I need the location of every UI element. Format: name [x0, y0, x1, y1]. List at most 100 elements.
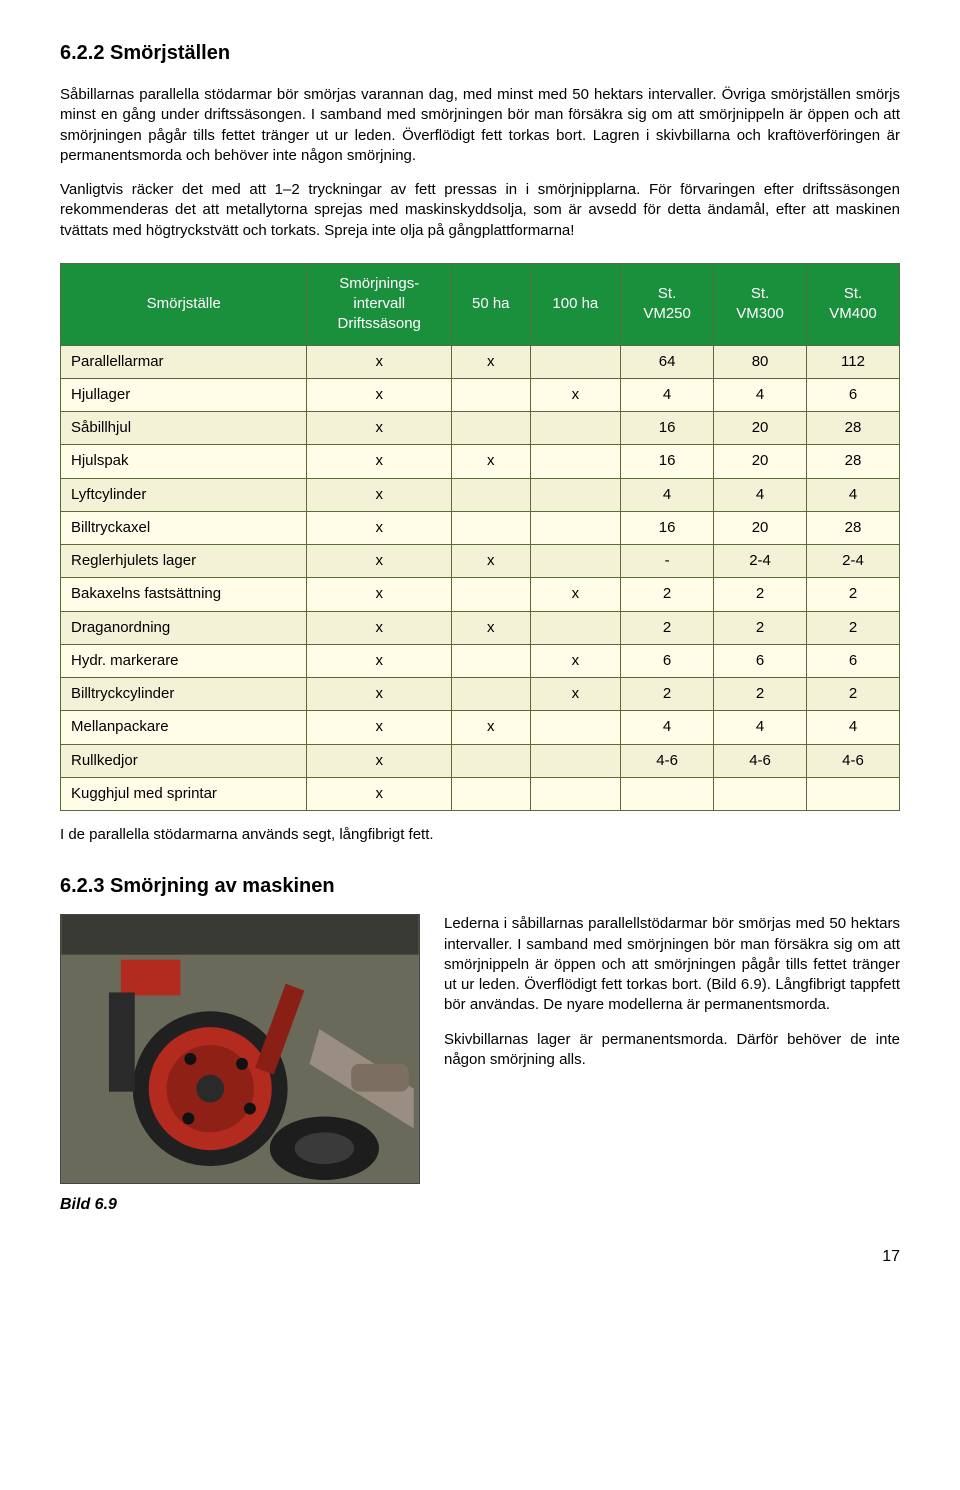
- table-cell: -: [621, 545, 714, 578]
- table-row: Hjulspakxx162028: [61, 445, 900, 478]
- table-cell: [451, 578, 530, 611]
- table-cell: 6: [807, 378, 900, 411]
- page-number: 17: [60, 1246, 900, 1268]
- table-cell: Kugghjul med sprintar: [61, 777, 307, 810]
- table-row: Lyftcylinderx444: [61, 478, 900, 511]
- table-cell: Parallellarmar: [61, 345, 307, 378]
- table-cell: 4: [807, 478, 900, 511]
- table-cell: 4: [807, 711, 900, 744]
- table-cell: x: [530, 378, 621, 411]
- th-50ha: 50 ha: [451, 263, 530, 345]
- th-interval: Smörjnings- intervall Driftssäsong: [307, 263, 452, 345]
- table-cell: [807, 777, 900, 810]
- table-row: Kugghjul med sprintarx: [61, 777, 900, 810]
- table-cell: x: [307, 578, 452, 611]
- table-row: Bakaxelns fastsättningxx222: [61, 578, 900, 611]
- table-cell: [451, 511, 530, 544]
- table-cell: Såbillhjul: [61, 412, 307, 445]
- table-cell: x: [307, 545, 452, 578]
- table-cell: x: [307, 412, 452, 445]
- table-cell: [714, 777, 807, 810]
- table-cell: [530, 511, 621, 544]
- table-cell: 2: [714, 611, 807, 644]
- table-cell: [530, 611, 621, 644]
- table-cell: 2: [621, 611, 714, 644]
- table-cell: x: [307, 511, 452, 544]
- table-cell: [451, 644, 530, 677]
- table-cell: [451, 678, 530, 711]
- th-vm250: St. VM250: [621, 263, 714, 345]
- table-cell: x: [307, 644, 452, 677]
- subsection-heading: 6.2.3 Smörjning av maskinen: [60, 873, 900, 900]
- table-cell: x: [530, 678, 621, 711]
- table-cell: x: [307, 445, 452, 478]
- table-cell: 20: [714, 445, 807, 478]
- table-footnote: I de parallella stödarmarna används segt…: [60, 825, 900, 845]
- table-cell: 2: [714, 678, 807, 711]
- table-row: Draganordningxx222: [61, 611, 900, 644]
- table-cell: [530, 478, 621, 511]
- table-cell: 20: [714, 412, 807, 445]
- table-cell: x: [307, 478, 452, 511]
- table-cell: [451, 412, 530, 445]
- intro-paragraph-1: Såbillarnas parallella stödarmar bör smö…: [60, 85, 900, 166]
- table-cell: 2: [807, 578, 900, 611]
- table-cell: [530, 445, 621, 478]
- table-cell: 16: [621, 511, 714, 544]
- table-cell: Rullkedjor: [61, 744, 307, 777]
- intro-paragraph-2: Vanligtvis räcker det med att 1–2 tryckn…: [60, 180, 900, 241]
- table-cell: x: [307, 678, 452, 711]
- table-cell: 6: [807, 644, 900, 677]
- section-heading: 6.2.2 Smörjställen: [60, 40, 900, 67]
- table-cell: [530, 545, 621, 578]
- table-cell: 4-6: [714, 744, 807, 777]
- th-100ha: 100 ha: [530, 263, 621, 345]
- table-row: Parallellarmarxx6480112: [61, 345, 900, 378]
- table-cell: 4: [621, 378, 714, 411]
- table-row: Billtryckcylinderxx222: [61, 678, 900, 711]
- table-cell: 16: [621, 445, 714, 478]
- table-cell: [451, 777, 530, 810]
- table-cell: Mellanpackare: [61, 711, 307, 744]
- table-cell: Draganordning: [61, 611, 307, 644]
- table-cell: x: [307, 777, 452, 810]
- figure-caption: Bild 6.9: [60, 1194, 420, 1216]
- table-row: Billtryckaxelx162028: [61, 511, 900, 544]
- table-cell: x: [530, 578, 621, 611]
- machine-photo: [60, 914, 420, 1184]
- table-cell: 4: [714, 478, 807, 511]
- table-cell: 20: [714, 511, 807, 544]
- subsection-paragraph-2: Skivbillarnas lager är permanentsmorda. …: [444, 1030, 900, 1071]
- table-cell: 2: [621, 678, 714, 711]
- table-cell: 16: [621, 412, 714, 445]
- subsection-paragraph-1: Lederna i såbillarnas parallellstödarmar…: [444, 914, 900, 1015]
- table-cell: [530, 777, 621, 810]
- table-row: Hjullagerxx446: [61, 378, 900, 411]
- table-cell: [451, 744, 530, 777]
- table-cell: 28: [807, 511, 900, 544]
- table-cell: 28: [807, 445, 900, 478]
- table-cell: 6: [621, 644, 714, 677]
- table-cell: x: [451, 345, 530, 378]
- table-cell: x: [530, 644, 621, 677]
- table-cell: 112: [807, 345, 900, 378]
- table-cell: 4: [621, 478, 714, 511]
- table-cell: 4-6: [621, 744, 714, 777]
- table-cell: Lyftcylinder: [61, 478, 307, 511]
- table-cell: [530, 412, 621, 445]
- table-cell: 6: [714, 644, 807, 677]
- table-cell: x: [307, 711, 452, 744]
- lubrication-table: Smörjställe Smörjnings- intervall Drifts…: [60, 263, 900, 811]
- table-cell: 28: [807, 412, 900, 445]
- table-cell: x: [451, 445, 530, 478]
- table-cell: [530, 711, 621, 744]
- th-location: Smörjställe: [61, 263, 307, 345]
- table-cell: 2: [621, 578, 714, 611]
- table-cell: Hjullager: [61, 378, 307, 411]
- table-row: Reglerhjulets lagerxx-2-42-4: [61, 545, 900, 578]
- table-cell: 80: [714, 345, 807, 378]
- table-cell: Bakaxelns fastsättning: [61, 578, 307, 611]
- table-row: Såbillhjulx 162028: [61, 412, 900, 445]
- table-row: Rullkedjorx4-64-64-6: [61, 744, 900, 777]
- table-cell: x: [307, 744, 452, 777]
